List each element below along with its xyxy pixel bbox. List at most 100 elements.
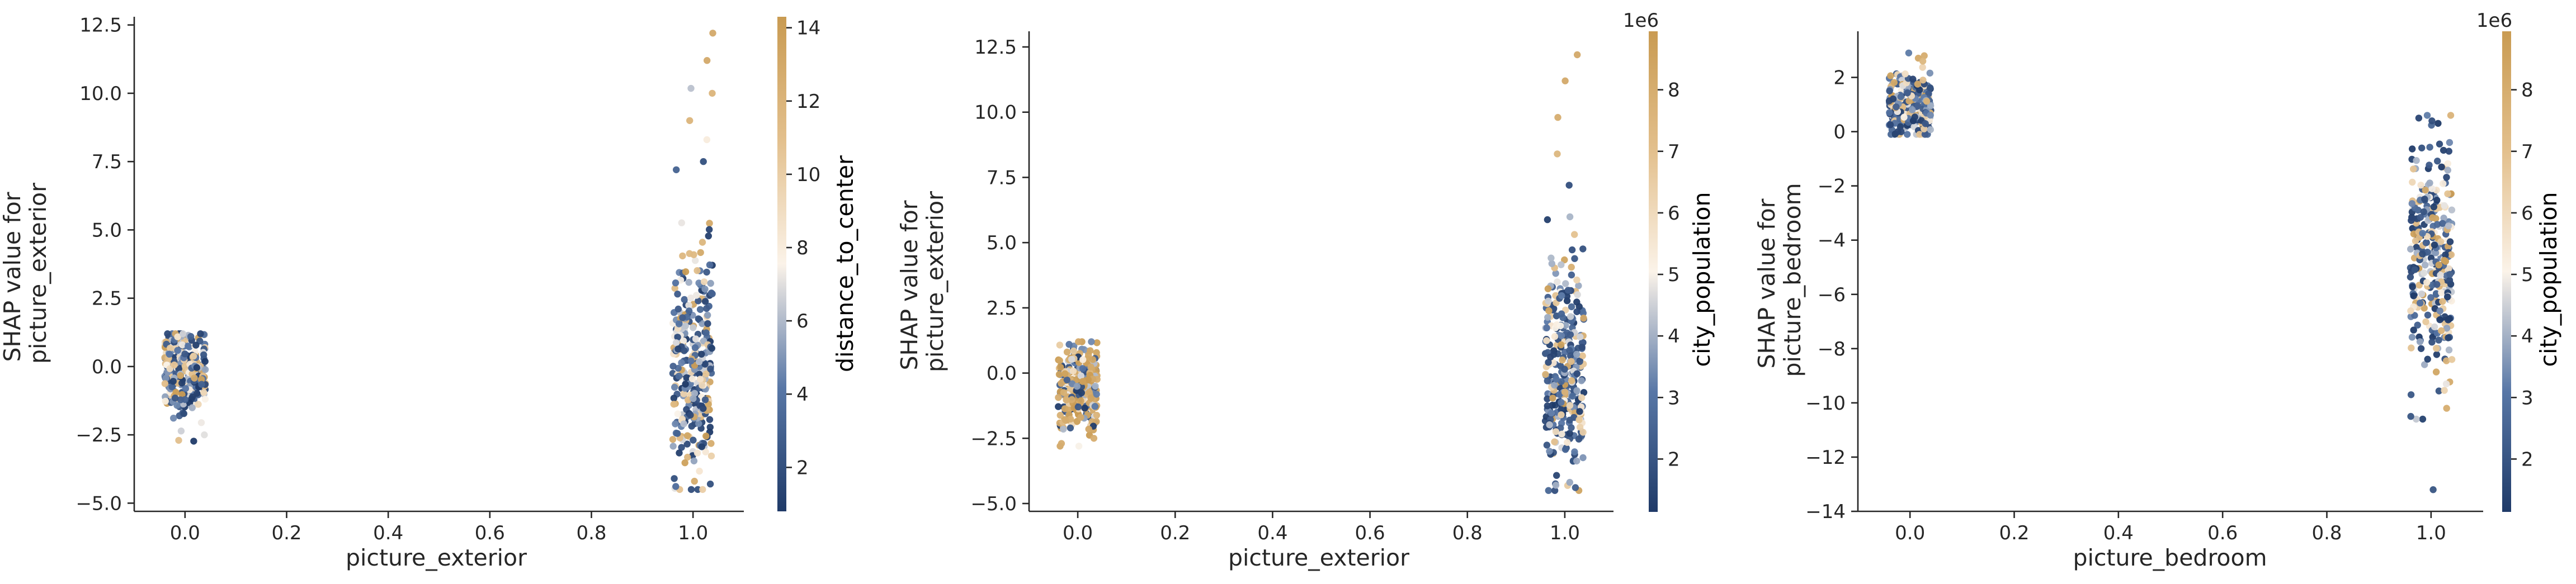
scatter-point <box>686 250 693 257</box>
scatter-point <box>1552 482 1560 489</box>
scatter-point <box>682 322 689 330</box>
scatter-point <box>1093 411 1101 419</box>
scatter-point <box>693 267 701 274</box>
scatter-point <box>2428 339 2436 346</box>
scatter-point <box>702 448 709 455</box>
scatter-point <box>1544 377 1551 384</box>
y-tick-label: −2 <box>1818 175 1846 198</box>
scatter-point <box>681 296 688 303</box>
scatter-point <box>1570 414 1578 421</box>
scatter-point <box>1069 367 1077 374</box>
scatter-point <box>1569 392 1576 400</box>
scatter-point <box>1890 79 1898 86</box>
scatter-point <box>1545 297 1552 305</box>
scatter-point <box>675 320 683 327</box>
y-tick-label: 7.5 <box>92 151 122 173</box>
scatter-point <box>2426 162 2433 169</box>
scatter-point <box>1575 435 1583 443</box>
colorbar-ticks: 2 4 6 8 10 12 14 <box>786 17 820 479</box>
scatter-point <box>1925 90 1932 97</box>
scatter-point <box>700 158 707 165</box>
scatter-point <box>2429 214 2436 221</box>
scatter-point <box>707 440 715 447</box>
scatter-point <box>1905 49 1913 57</box>
scatter-point <box>695 279 702 287</box>
scatter-point <box>2426 179 2433 187</box>
scatter-point <box>691 344 699 352</box>
x-tick-label: 0.8 <box>1452 522 1483 544</box>
scatter-point <box>687 84 695 92</box>
scatter-point <box>181 350 188 358</box>
scatter-point <box>2422 187 2429 194</box>
scatter-point <box>693 292 700 299</box>
scatter-point <box>1075 338 1082 345</box>
panel-3: 0.0 0.2 0.4 0.6 0.8 1.0 −14 −12 −10 −8 −6 −4 −2 0 2 pi… <box>1753 10 2562 571</box>
y-axis-label: SHAP value for picture_bedroom <box>1753 183 1806 377</box>
scatter-point <box>1577 333 1584 340</box>
scatter-point <box>706 261 714 269</box>
scatter-point <box>171 395 179 402</box>
scatter-point <box>1558 310 1565 317</box>
scatter-point <box>1568 358 1575 365</box>
scatter-point <box>2421 361 2428 368</box>
scatter-point <box>1554 278 1561 286</box>
scatter-point <box>1916 131 1923 138</box>
scatter-point <box>201 431 208 439</box>
scatter-point <box>709 290 716 297</box>
scatter-point <box>164 330 171 338</box>
scatter-point <box>2446 270 2454 278</box>
scatter-point <box>2423 112 2431 119</box>
scatter-point <box>693 449 701 457</box>
colorbar-tick-label: 8 <box>2521 79 2533 102</box>
scatter-point <box>180 410 187 417</box>
scatter-point <box>1545 359 1552 366</box>
scatter-point <box>1558 411 1565 419</box>
scatter-point <box>2419 230 2426 237</box>
scatter-point <box>1548 254 1555 262</box>
scatter-point <box>670 401 678 408</box>
scatter-point <box>1921 52 1928 59</box>
scatter-point <box>1556 391 1563 398</box>
scatter-point <box>170 415 177 422</box>
scatter-point <box>709 89 716 97</box>
y-tick-label: 12.5 <box>79 15 122 37</box>
scatter-point <box>1927 84 1934 92</box>
scatter-point <box>1088 338 1095 345</box>
scatter-point <box>2440 180 2447 187</box>
scatter-point <box>1578 344 1586 351</box>
scatter-point <box>195 401 202 408</box>
colorbar-ticks: 2 3 4 5 6 7 8 <box>1658 79 1680 471</box>
scatter-point <box>2444 190 2451 197</box>
scatter-point <box>2417 300 2424 307</box>
scatter-point <box>2411 266 2418 273</box>
scatter-point <box>1067 415 1074 423</box>
scatter-point <box>1566 213 1574 221</box>
scatter-point <box>1557 424 1564 432</box>
scatter-point <box>2433 197 2441 204</box>
scatter-point <box>1558 430 1565 438</box>
scatter-point <box>684 432 691 439</box>
scatter-point <box>1565 182 1573 189</box>
scatter-point <box>701 396 709 403</box>
scatter-point <box>1579 454 1587 462</box>
scatter-point <box>1566 346 1573 354</box>
scatter-point <box>2415 115 2423 122</box>
scatter-point <box>706 226 713 233</box>
scatter-point <box>1921 125 1928 132</box>
y-axis-label-line-2: picture_exterior <box>25 183 51 364</box>
scatter-point <box>174 333 181 340</box>
axes: 0.0 0.2 0.4 0.6 0.8 1.0 −5.0 −2.5 0.0 2.5 5.0 7.5 10… <box>76 15 744 544</box>
scatter-point <box>2437 238 2445 245</box>
scatter-point <box>1567 352 1574 359</box>
x-tick-label: 0.0 <box>1063 522 1093 544</box>
scatter-point <box>691 477 698 485</box>
scatter-point <box>2433 351 2441 358</box>
scatter-point <box>192 341 200 349</box>
scatter-point <box>1567 331 1574 338</box>
scatter-point <box>2444 293 2451 301</box>
scatter-point <box>1561 388 1569 396</box>
scatter-point <box>2429 486 2437 493</box>
scatter-point <box>1543 324 1550 331</box>
scatter-point <box>672 483 680 490</box>
